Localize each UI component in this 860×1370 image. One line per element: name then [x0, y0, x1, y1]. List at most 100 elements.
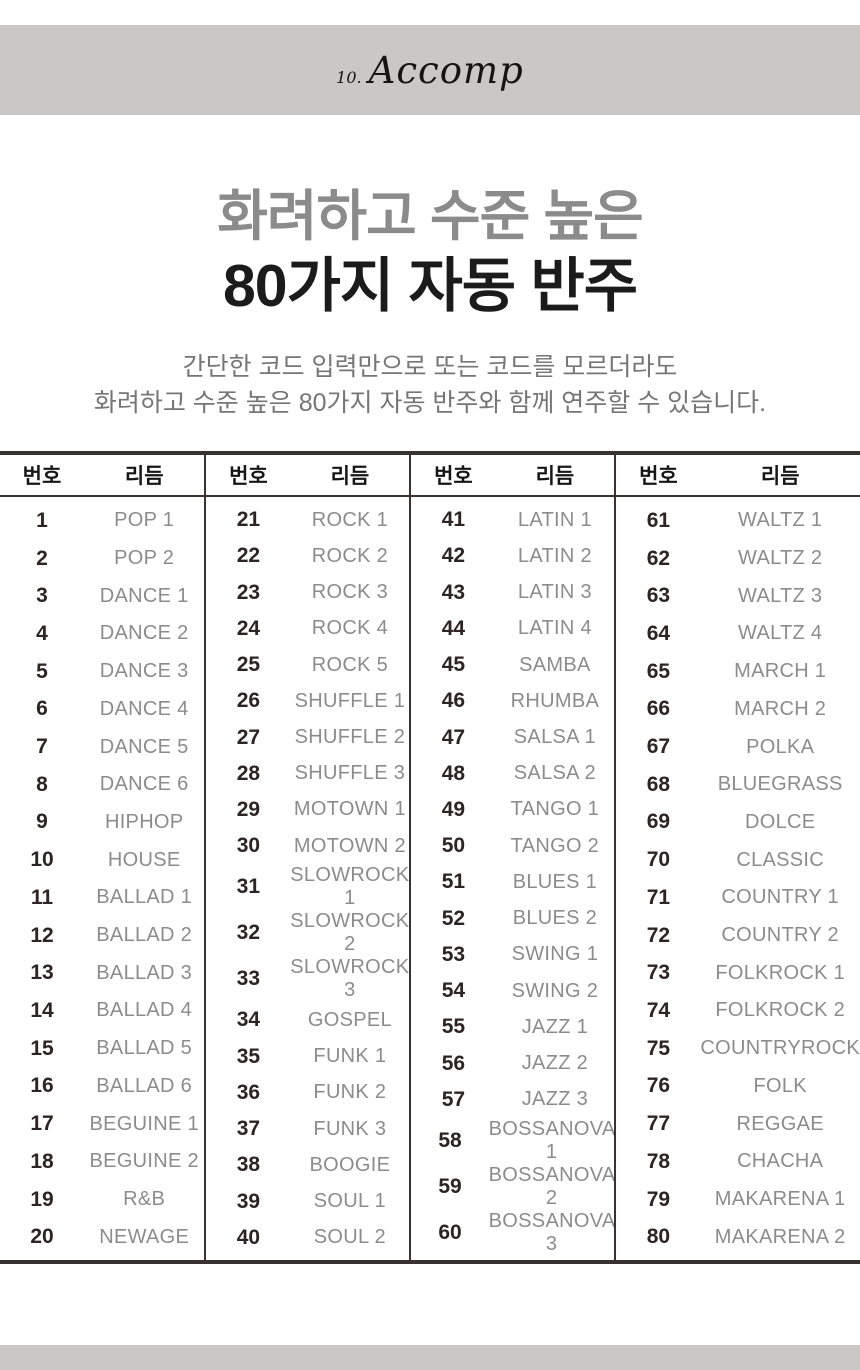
table-row: 29 MOTOWN 1 [206, 792, 409, 828]
table-row: 31 SLOWROCK 1 [206, 864, 409, 910]
rhythm-name: BLUES 1 [512, 870, 598, 893]
table-row: 38 BOOGIE [206, 1147, 409, 1183]
rhythm-number: 42 [441, 544, 466, 568]
rhythm-number: 76 [646, 1074, 671, 1098]
rhythm-name: BEGUINE 2 [89, 1150, 199, 1173]
rhythm-name: BALLAD 1 [96, 886, 193, 909]
rhythm-number: 65 [646, 659, 671, 683]
rhythm-name: MARCH 2 [734, 697, 827, 720]
rhythm-number: 19 [30, 1187, 54, 1211]
table-row: 12 BALLAD 2 [0, 917, 204, 955]
table-row: 30 MOTOWN 2 [206, 828, 409, 864]
table-row: 39 SOUL 1 [206, 1184, 409, 1220]
rhythm-name: CHACHA [737, 1150, 824, 1173]
table-row: 8 DANCE 6 [0, 766, 204, 804]
rhythm-name: WALTZ 1 [738, 509, 823, 532]
rhythm-number: 49 [441, 797, 466, 821]
table-row: 79 MAKARENA 1 [616, 1181, 860, 1219]
rhythm-name: MAKARENA 2 [714, 1225, 846, 1248]
page-subtitle: 간단한 코드 입력만으로 또는 코드를 모르더라도 화려하고 수준 높은 80가… [0, 349, 860, 421]
rhythm-number: 35 [236, 1044, 261, 1068]
table-header-row: 번호 리듬 [411, 455, 615, 497]
rhythm-name: FOLK [753, 1074, 807, 1097]
rhythm-number: 46 [441, 689, 466, 713]
rhythm-name: POP 1 [114, 509, 175, 532]
table-row: 9 HIPHOP [0, 804, 204, 842]
rhythm-name: SOUL 2 [313, 1226, 386, 1249]
rhythm-number: 4 [36, 621, 48, 645]
table-row: 4 DANCE 2 [0, 615, 204, 653]
page-header-bar: 10. Accomp [0, 25, 860, 115]
table-row: 58 BOSSANOVA 1 [411, 1118, 615, 1164]
table-header-row: 번호 리듬 [206, 455, 410, 497]
rhythm-name: BEGUINE 1 [89, 1112, 199, 1135]
rhythm-name: LATIN 1 [517, 508, 592, 531]
rhythm-number: 56 [441, 1051, 466, 1075]
rhythm-name: LATIN 3 [517, 581, 592, 604]
table-row: 77 REGGAE [616, 1105, 860, 1143]
rhythm-number: 2 [36, 546, 48, 570]
rhythm-number: 60 [438, 1220, 462, 1244]
rhythm-number: 18 [30, 1149, 54, 1173]
table-row: 69 DOLCE [616, 804, 860, 842]
table-row: 27 SHUFFLE 2 [206, 719, 409, 755]
table-header-row: 번호 리듬 [616, 455, 860, 497]
table-body: 41 LATIN 1 42 LATIN 2 43 LATIN 3 44 LATIN 4 45 SA… [411, 497, 616, 1260]
rhythm-name: FUNK 2 [313, 1081, 387, 1104]
rhythm-name: COUNTRYROCK [700, 1037, 860, 1060]
section-heading: 10. Accomp [336, 49, 524, 92]
rhythm-name: SALSA 2 [513, 762, 596, 785]
table-row: 28 SHUFFLE 3 [206, 756, 409, 792]
rhythm-name: LATIN 2 [517, 544, 592, 567]
rhythm-number: 9 [36, 810, 48, 834]
header-number: 번호 [22, 465, 62, 488]
rhythm-name: BALLAD 6 [96, 1074, 193, 1097]
rhythm-number: 40 [236, 1225, 261, 1249]
rhythm-number: 11 [30, 885, 54, 909]
rhythm-name: ROCK 5 [311, 653, 389, 676]
rhythm-name: BOSSANOVA 2 [488, 1163, 616, 1209]
table-row: 17 BEGUINE 1 [0, 1105, 204, 1143]
table-row: 67 POLKA [616, 728, 860, 766]
header-rhythm: 리듬 [760, 465, 800, 488]
table-row: 48 SALSA 2 [411, 756, 614, 792]
rhythm-number: 36 [236, 1080, 261, 1104]
header-rhythm: 리듬 [124, 465, 164, 488]
rhythm-number: 71 [646, 885, 671, 909]
table-row: 78 CHACHA [616, 1143, 860, 1181]
rhythm-name: JAZZ 1 [521, 1015, 589, 1038]
table-row: 2 POP 2 [0, 540, 204, 578]
rhythm-name: ROCK 2 [311, 544, 389, 567]
header-rhythm: 리듬 [330, 465, 370, 488]
rhythm-number: 8 [36, 772, 48, 796]
rhythm-name: SWING 1 [511, 943, 599, 966]
rhythm-name: POP 2 [114, 547, 175, 570]
table-row: 62 WALTZ 2 [616, 540, 860, 578]
page-title: 화려하고 수준 높은 80가지 자동 반주 [0, 182, 860, 322]
rhythm-number: 55 [441, 1015, 466, 1039]
rhythm-name: MARCH 1 [734, 660, 827, 683]
table-row: 33 SLOWROCK 3 [206, 956, 409, 1002]
table-header-row: 번호 리듬 [0, 455, 205, 497]
table-row: 59 BOSSANOVA 2 [411, 1163, 616, 1210]
rhythm-name: DANCE 6 [99, 773, 189, 796]
section-title: Accomp [368, 48, 524, 92]
rhythm-number: 22 [236, 544, 261, 568]
rhythm-name: TANGO 2 [510, 834, 600, 857]
table-row: 49 TANGO 1 [411, 792, 614, 828]
rhythm-number: 32 [236, 921, 261, 945]
table-row: 44 LATIN 4 [411, 611, 614, 647]
table-row: 3 DANCE 1 [0, 577, 204, 615]
rhythm-number: 7 [36, 735, 48, 759]
header-number: 번호 [434, 465, 473, 488]
table-row: 36 FUNK 2 [206, 1075, 409, 1111]
table-row: 26 SHUFFLE 1 [206, 683, 409, 719]
rhythm-name: DANCE 2 [99, 622, 189, 645]
table-row: 18 BEGUINE 2 [0, 1143, 204, 1181]
table-row: 43 LATIN 3 [411, 574, 614, 610]
table-row: 70 CLASSIC [616, 841, 860, 879]
table-row: 51 BLUES 1 [411, 864, 614, 900]
rhythm-name: LATIN 4 [517, 617, 592, 640]
rhythm-name: SLOWROCK 3 [290, 956, 410, 1002]
table-row: 64 WALTZ 4 [616, 615, 860, 653]
